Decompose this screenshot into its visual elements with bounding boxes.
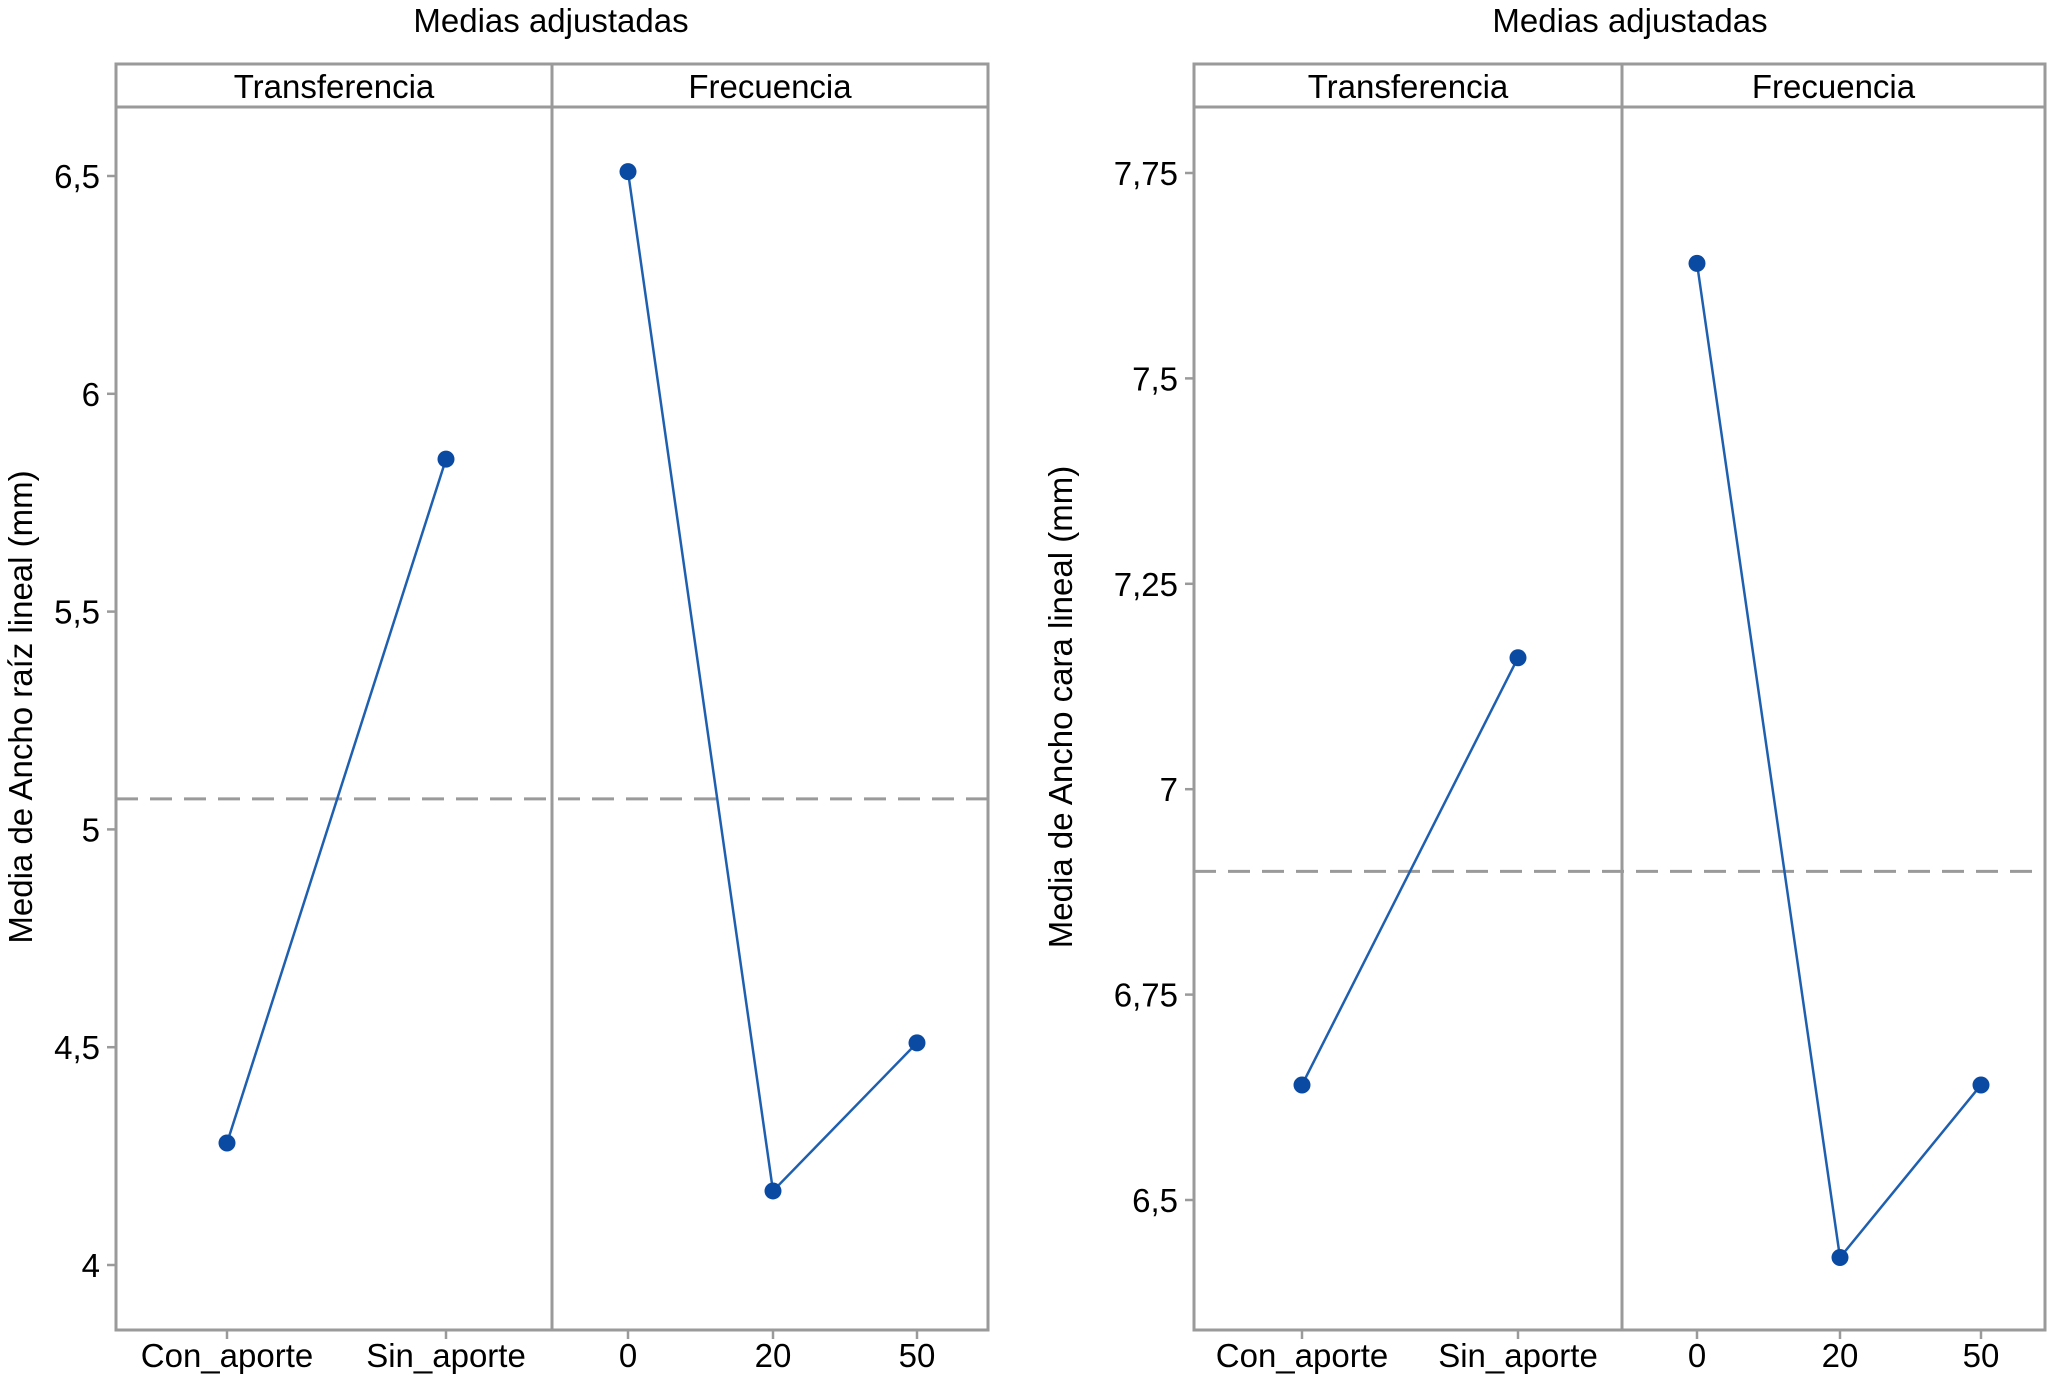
chart2-panel-1-x-tick-label: Sin_aporte [1438,1337,1598,1374]
chart2-plot-frame [1192,62,2047,1332]
chart1-panel-1-x-tick-label: Sin_aporte [366,1337,526,1374]
chart2-y-tick-label: 7,25 [1114,566,1178,603]
chart1-y-tick-label: 6,5 [54,158,100,195]
chart1-y-tick-label: 5 [82,811,100,848]
chart1-y-tick-label: 4,5 [54,1029,100,1066]
chart2-panel-2-data-point [1688,254,1706,272]
chart2-panel-1-data-point [1293,1076,1311,1094]
chart2-panel-2-x-tick-label: 0 [1688,1337,1706,1374]
chart1-panel-1-data-point [218,1134,236,1152]
chart1-y-tick-label: 6 [82,376,100,413]
chart1-title: Medias adjustadas [413,2,688,39]
chart2-panel-2-series-line [1695,263,1982,1261]
chart2-panel-2-x-tick-label: 20 [1822,1337,1859,1374]
chart1-panel-1-data-point [437,450,455,468]
chart2-panel-1-header: Transferencia [1308,68,1509,105]
chart1-panel-2-header: Frecuencia [688,68,852,105]
chart1-panel-2-series-line [626,171,918,1194]
chart1-panel-1-header: Transferencia [234,68,435,105]
chart2-panel-1-series-line [1300,657,1520,1086]
chart1-panel-2-x-tick-label: 0 [619,1337,637,1374]
chart2-panel-2-data-point [1831,1249,1849,1267]
chart2-title: Medias adjustadas [1492,2,1767,39]
chart2-panel-1-x-tick-label: Con_aporte [1216,1337,1388,1374]
chart1-y-axis-label: Media de Ancho raíz lineal (mm) [2,470,39,943]
chart1-panel-2-data-point [908,1034,926,1052]
chart1-panel-2-x-tick-label: 20 [755,1337,792,1374]
chart1-panel-1-x-tick-label: Con_aporte [141,1337,313,1374]
chart2-y-tick-label: 6,5 [1132,1182,1178,1219]
chart2-y-tick-label: 7 [1160,771,1178,808]
chart2-panel-2-header: Frecuencia [1752,68,1916,105]
chart2-panel-2-x-tick-label: 50 [1963,1337,2000,1374]
chart1-y-tick-label: 5,5 [54,594,100,631]
chart1-panel-2-data-point [619,163,637,181]
chart2-y-axis-label: Media de Ancho cara lineal (mm) [1042,466,1079,948]
chart2-y-tick-label: 7,75 [1114,155,1178,192]
chart1-y-tick-label: 4 [82,1247,100,1284]
chart2-panel-1-data-point [1509,649,1527,667]
chart1-panel-2-x-tick-label: 50 [899,1337,936,1374]
chart2-y-tick-label: 7,5 [1132,360,1178,397]
chart2-panel-2-data-point [1972,1076,1990,1094]
chart1-panel-1-series-line [225,458,448,1144]
chart2-y-tick-label: 6,75 [1114,977,1178,1014]
chart1-panel-2-data-point [764,1182,782,1200]
